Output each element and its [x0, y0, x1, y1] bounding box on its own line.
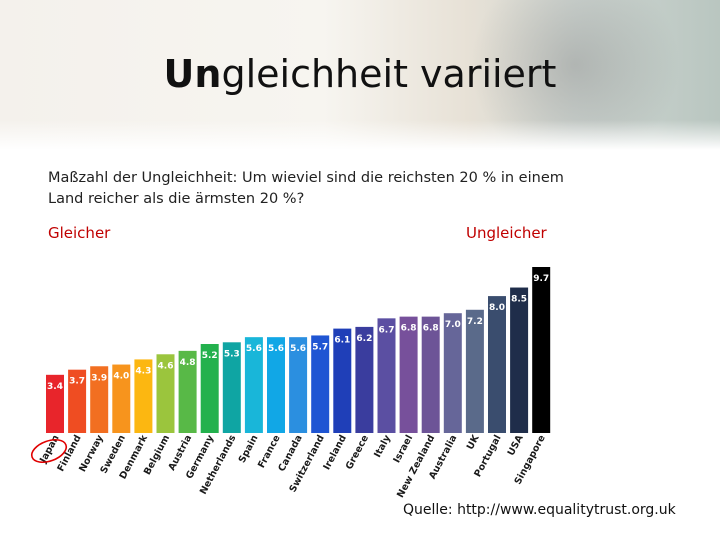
bar-israel	[399, 316, 418, 433]
data-label: 6.1	[334, 336, 350, 346]
label-more-equal: Gleicher	[48, 224, 111, 242]
bar-germany	[200, 344, 219, 433]
data-label: 8.5	[511, 295, 527, 305]
slide-title: Ungleichheit variiert	[0, 52, 720, 96]
bar-austria	[178, 350, 197, 433]
category-label: UK	[465, 433, 482, 452]
data-label: 6.8	[401, 324, 417, 334]
bar-belgium	[156, 354, 175, 433]
bar-finland	[68, 369, 87, 433]
data-label: 6.7	[379, 325, 395, 335]
bar-portugal	[488, 296, 506, 433]
bar-spain	[244, 337, 263, 433]
data-label: 4.6	[158, 361, 174, 371]
data-label: 5.7	[312, 342, 328, 352]
bar-ireland	[333, 328, 352, 433]
data-label: 7.0	[445, 320, 461, 330]
bar-norway	[90, 366, 109, 433]
label-less-equal: Ungleicher	[466, 224, 547, 242]
source-note: Quelle: http://www.equalitytrust.org.uk	[403, 502, 676, 518]
data-label: 5.6	[290, 344, 306, 354]
data-label: 3.7	[69, 377, 85, 387]
category-label: Spain	[237, 433, 261, 465]
data-label: 3.9	[91, 373, 107, 383]
bar-australia	[443, 313, 462, 433]
bar-usa	[510, 287, 529, 433]
data-label: 6.2	[356, 334, 372, 344]
data-label: 6.8	[423, 324, 439, 334]
data-label: 9.7	[533, 274, 549, 284]
data-label: 5.2	[202, 351, 218, 361]
bar-uk	[465, 309, 484, 433]
category-label: Israel	[391, 433, 415, 465]
category-label: Italy	[372, 433, 393, 460]
bar-switzerland	[311, 335, 330, 433]
bar-france	[267, 337, 285, 433]
bar-italy	[377, 318, 396, 433]
data-label: 4.0	[113, 372, 129, 382]
bar-sweden	[112, 364, 131, 433]
data-label: 5.3	[224, 349, 240, 359]
slide-title-bold: Un	[163, 52, 222, 96]
bar-greece	[355, 326, 374, 433]
bar-netherlands	[222, 342, 241, 433]
bar-japan	[46, 374, 64, 433]
bar-singapore	[532, 267, 551, 433]
bar-new-zealand	[421, 316, 440, 433]
bar-denmark	[134, 359, 153, 433]
header-banner	[0, 0, 720, 150]
bar-canada	[289, 337, 308, 433]
slide-subtitle: Maßzahl der Ungleichheit: Um wieviel sin…	[48, 170, 564, 207]
data-label: 7.2	[467, 317, 483, 327]
data-label: 4.3	[135, 366, 151, 376]
data-label: 3.4	[47, 382, 63, 392]
data-label: 5.6	[268, 344, 284, 354]
data-label: 8.0	[489, 303, 505, 313]
data-label: 4.8	[180, 358, 196, 368]
category-label: USA	[506, 433, 526, 458]
data-label: 5.6	[246, 344, 262, 354]
slide-title-rest: gleichheit variiert	[221, 52, 557, 96]
highlight-circle	[30, 438, 68, 464]
